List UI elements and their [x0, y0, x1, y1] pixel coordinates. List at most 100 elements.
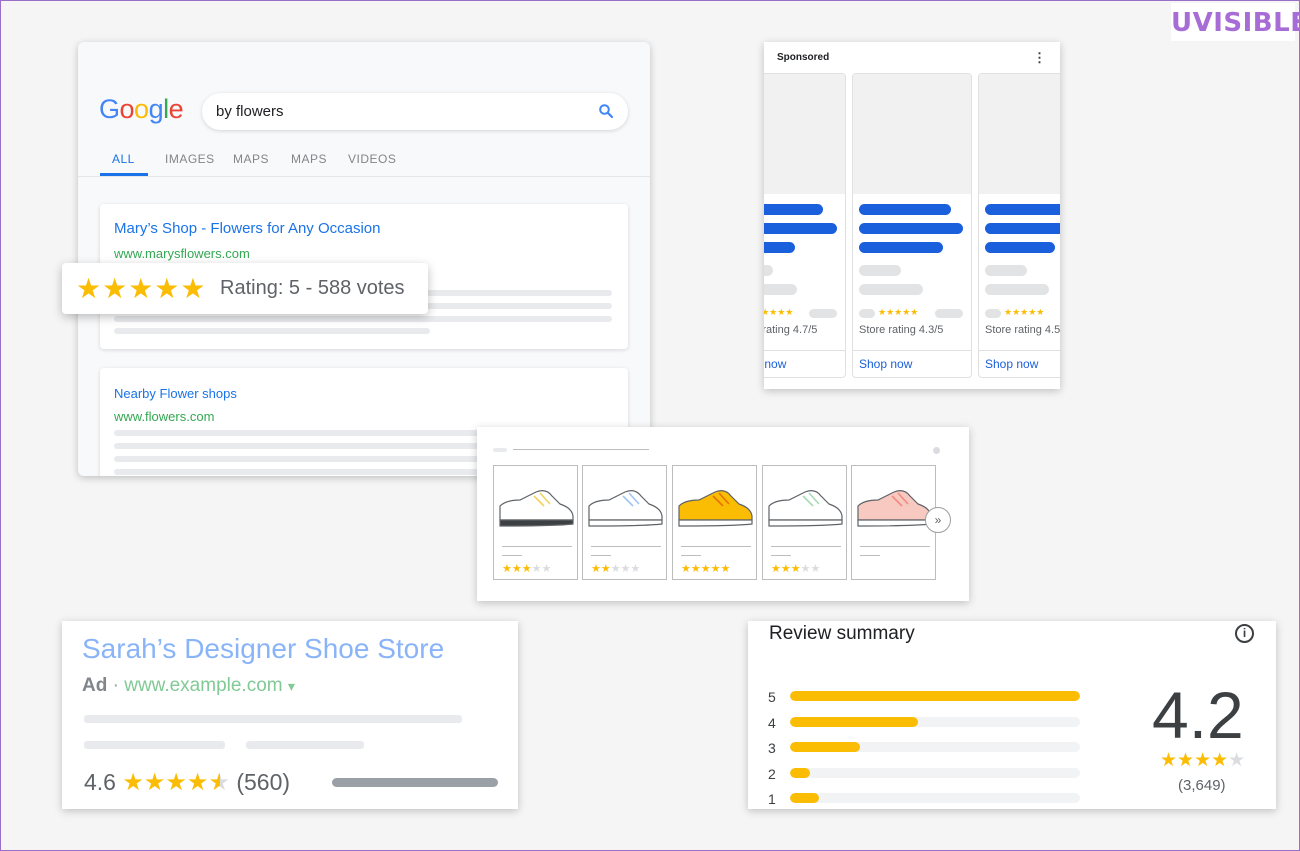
rating-bar-fill	[790, 742, 860, 752]
rating-snippet: ★★★★★ Rating: 5 - 588 votes	[62, 263, 428, 314]
logo-letter: o	[119, 94, 135, 124]
logo-letter: o	[134, 94, 149, 124]
card-divider	[979, 350, 1060, 351]
tab-maps[interactable]: MAPS	[233, 152, 270, 166]
rating-row-label: 1	[768, 791, 776, 807]
placeholder-line	[771, 555, 791, 556]
store-rating: Store rating 4.3/5	[859, 324, 944, 336]
placeholder-line	[114, 456, 612, 462]
chevron-double-right-icon[interactable]: »	[925, 507, 951, 533]
placeholder-pill	[859, 309, 875, 318]
logo-letter: G	[99, 94, 120, 124]
tab-videos[interactable]: VIDEOS	[348, 152, 397, 166]
placeholder-line	[681, 546, 751, 547]
search-result: Nearby Flower shops www.flowers.com	[100, 368, 628, 476]
header-line	[513, 449, 649, 450]
ad-url[interactable]: www.example.com	[124, 675, 283, 696]
placeholder-line	[246, 741, 364, 749]
placeholder-line	[860, 546, 930, 547]
logo-letter: g	[148, 94, 164, 124]
ad-rating-count: (560)	[236, 769, 291, 795]
tab-all[interactable]: ALL	[112, 152, 135, 166]
more-vert-icon[interactable]: ⋮	[1033, 50, 1046, 65]
tab-images[interactable]: IMAGES	[165, 152, 215, 166]
shoe-product-card[interactable]: ★★★★★	[582, 465, 667, 580]
product-title-line	[985, 204, 1060, 215]
shoe-rating-stars: ★★★★★	[771, 563, 821, 575]
search-icon[interactable]	[598, 103, 614, 119]
ad-label: Ad	[82, 675, 108, 696]
placeholder-line	[332, 778, 498, 787]
tab-maps-2[interactable]: MAPS	[291, 152, 328, 166]
placeholder-line	[410, 290, 612, 296]
placeholder-line	[591, 546, 661, 547]
store-rating: Store rating 4.7/5	[764, 324, 818, 336]
product-title-line	[859, 223, 963, 234]
product-card[interactable]: ★★★★★ Store rating 4.5/5 Shop now	[978, 73, 1060, 378]
shop-now-link[interactable]: Shop now	[859, 357, 913, 371]
ad-rating-stars: ★★★★	[122, 769, 209, 796]
placeholder-pill	[859, 265, 901, 276]
ad-url-line: Ad · www.example.com ▾	[82, 675, 295, 697]
shoe-image	[678, 490, 753, 527]
uvisible-logo: UVISIBLE	[1171, 3, 1300, 41]
placeholder-pill	[985, 309, 1001, 318]
placeholder-line	[860, 555, 880, 556]
placeholder-pill	[764, 265, 773, 276]
info-icon[interactable]: i	[1235, 624, 1254, 643]
search-input[interactable]: by flowers	[202, 93, 628, 130]
rating-bar-fill	[790, 793, 819, 803]
shoe-image	[768, 490, 843, 527]
stars-filled: ★★★★	[1160, 750, 1229, 771]
rating-bar-fill	[790, 691, 1080, 701]
placeholder-line	[114, 430, 612, 436]
shop-now-link[interactable]: Shop now	[764, 357, 787, 371]
sponsored-label: Sponsored	[777, 52, 830, 63]
product-card[interactable]: ★★★★★ Store rating 4.3/5 Shop now	[852, 73, 972, 378]
placeholder-line	[84, 715, 462, 723]
rating-bar-track	[790, 793, 1080, 803]
placeholder-line	[114, 469, 612, 475]
rating-row-label: 5	[768, 689, 776, 705]
product-image	[979, 74, 1060, 194]
active-tab-indicator	[100, 173, 148, 176]
shoe-rating-stars: ★★★★★	[591, 563, 641, 575]
placeholder-line	[410, 303, 612, 309]
placeholder-pill	[985, 284, 1049, 295]
shop-now-link[interactable]: Shop now	[985, 357, 1039, 371]
caret-down-icon[interactable]: ▾	[287, 678, 295, 694]
search-query: by flowers	[216, 103, 284, 120]
shoe-product-card[interactable]	[851, 465, 936, 580]
product-card[interactable]: ★★★★★ Store rating 4.7/5 Shop now	[764, 73, 846, 378]
placeholder-line	[771, 546, 841, 547]
product-title-line	[764, 223, 837, 234]
placeholder-line	[493, 448, 507, 452]
sponsored-shopping-card: Sponsored ⋮ ★★★★★ Store rating 4.7/5 Sho…	[764, 42, 1060, 389]
result-url: www.marysflowers.com	[114, 246, 250, 261]
product-stars: ★★★★★	[878, 307, 919, 317]
shoe-image	[499, 490, 574, 527]
product-stars: ★★★★★	[764, 307, 794, 317]
placeholder-pill	[859, 284, 923, 295]
result-title-link[interactable]: Nearby Flower shops	[114, 386, 237, 401]
shoe-product-card[interactable]: ★★★★★	[493, 465, 578, 580]
menu-dot	[933, 447, 940, 454]
placeholder-line	[114, 443, 612, 449]
placeholder-line	[502, 546, 572, 547]
card-divider	[853, 350, 971, 351]
shoe-product-card[interactable]: ★★★★★	[762, 465, 847, 580]
product-image	[853, 74, 971, 194]
rating-bar-track	[790, 742, 1080, 752]
placeholder-line	[114, 316, 612, 322]
ad-rating: 4.6 ★★★★★ (560)	[84, 768, 290, 797]
shoe-rating-stars: ★★★★★	[681, 563, 731, 575]
google-search-card: Google by flowers ALL IMAGES MAPS MAPS V…	[78, 42, 650, 476]
stars-empty: ★	[1228, 750, 1246, 771]
placeholder-line	[502, 555, 522, 556]
shoe-product-card[interactable]: ★★★★★	[672, 465, 757, 580]
ad-title-link[interactable]: Sarah’s Designer Shoe Store	[82, 633, 445, 664]
shoe-carousel: ★★★★★ ★★★★★ ★★★★★ ★★★★★ »	[477, 427, 969, 601]
result-title-link[interactable]: Mary’s Shop - Flowers for Any Occasion	[114, 220, 381, 237]
logo-letter: e	[168, 94, 184, 124]
rating-bar-track	[790, 716, 1080, 727]
